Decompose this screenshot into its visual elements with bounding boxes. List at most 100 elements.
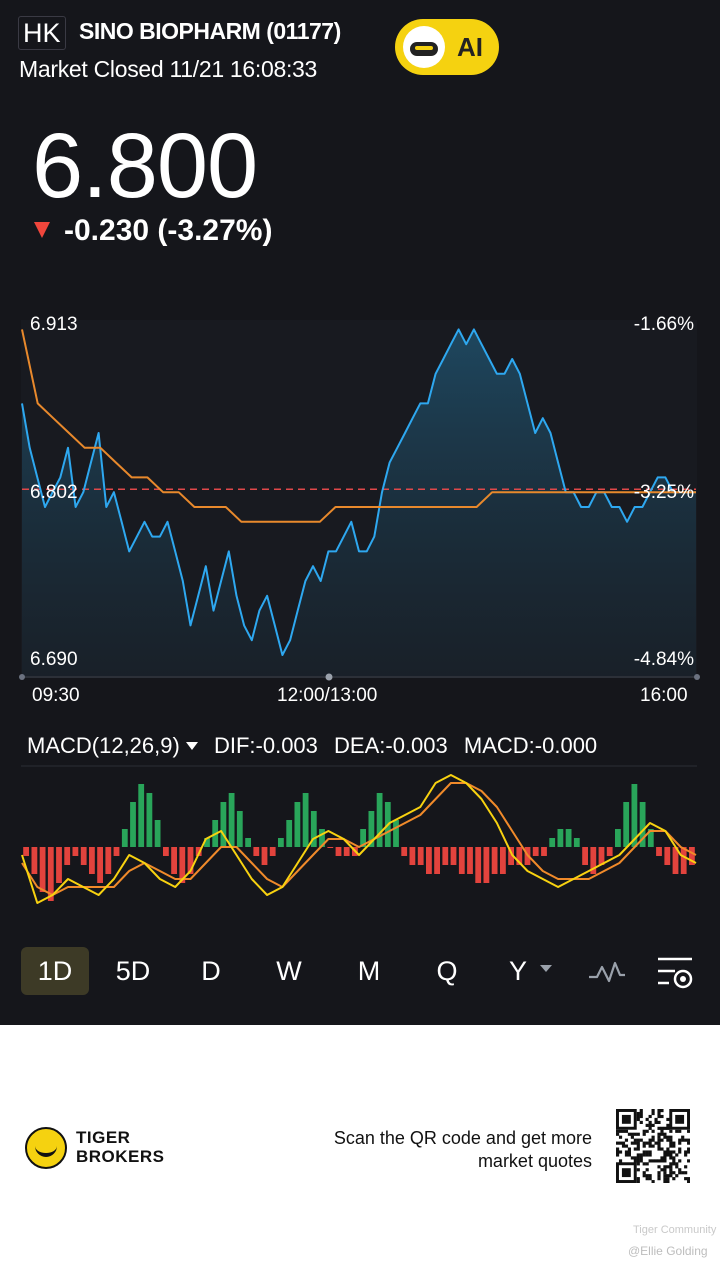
qr-module <box>666 1117 670 1122</box>
qr-module <box>687 1159 690 1163</box>
qr-module <box>633 1141 637 1145</box>
qr-module <box>669 1174 673 1178</box>
tab-d[interactable]: D <box>201 956 221 986</box>
qr-module <box>678 1129 682 1133</box>
qr-module <box>663 1180 667 1183</box>
tab-m[interactable]: M <box>357 956 381 986</box>
macd-histogram-bar <box>590 847 597 874</box>
qr-module <box>636 1138 640 1142</box>
macd-chart[interactable] <box>0 765 720 925</box>
qr-module <box>642 1171 646 1175</box>
qr-module <box>642 1153 646 1157</box>
qr-module <box>642 1141 646 1145</box>
qr-module <box>621 1144 626 1148</box>
macd-legend[interactable]: MACD(12,26,9) DIF:-0.003 DEA:-0.003 MACD… <box>27 733 607 759</box>
x-axis-dot-end <box>694 674 700 680</box>
macd-histogram-bar <box>138 784 145 847</box>
qr-module <box>684 1165 688 1169</box>
qr-module <box>636 1114 640 1119</box>
tab-q[interactable]: Q <box>436 956 458 986</box>
macd-histogram-bar <box>236 811 243 847</box>
qr-module <box>648 1120 652 1124</box>
y-tick-right-bottom: -4.84% <box>633 649 694 670</box>
qr-module <box>636 1162 640 1166</box>
tab-y-dropdown-icon[interactable] <box>540 965 554 975</box>
ai-assistant-button[interactable]: AI <box>395 19 499 75</box>
pulse-icon[interactable] <box>587 957 627 987</box>
intraday-chart[interactable] <box>0 280 720 700</box>
macd-dea: DEA:-0.003 <box>334 733 448 758</box>
qr-module <box>678 1138 682 1142</box>
qr-module <box>663 1135 667 1139</box>
qr-module <box>669 1171 673 1175</box>
tab-1d[interactable]: 1D <box>21 947 89 995</box>
macd-histogram-bar <box>573 838 580 847</box>
qr-module <box>648 1177 652 1181</box>
qr-code[interactable] <box>616 1109 690 1183</box>
qr-module <box>678 1147 682 1151</box>
qr-module <box>654 1159 658 1163</box>
qr-module <box>663 1150 667 1154</box>
qr-module <box>684 1153 688 1157</box>
tab-y[interactable]: Y <box>508 956 527 986</box>
average-price-line <box>21 329 696 523</box>
x-tick-open: 09:30 <box>32 685 80 706</box>
stock-name[interactable]: SINO BIOPHARM (01177) <box>79 18 341 44</box>
x-tick-close: 16:00 <box>640 685 688 706</box>
brand-line-1: TIGER <box>76 1128 131 1147</box>
macd-histogram-bar <box>64 847 71 865</box>
qr-module <box>639 1159 643 1163</box>
scan-prompt: Scan the QR code and get more market quo… <box>334 1127 592 1173</box>
macd-histogram-bar <box>500 847 506 874</box>
qr-module <box>663 1156 667 1160</box>
qr-module <box>663 1174 667 1178</box>
qr-module <box>648 1159 652 1163</box>
qr-module <box>687 1129 690 1133</box>
qr-module <box>624 1129 629 1133</box>
qr-module <box>675 1129 679 1133</box>
qr-module <box>639 1156 643 1160</box>
macd-histogram-bar <box>319 829 325 847</box>
qr-module <box>651 1109 655 1113</box>
macd-label[interactable]: MACD(12,26,9) <box>27 733 180 758</box>
qr-module <box>657 1141 661 1145</box>
tiger-brokers-logo-icon <box>25 1127 67 1169</box>
chart-settings-icon[interactable] <box>655 955 695 991</box>
price-line <box>21 328 696 656</box>
macd-histogram-bar <box>689 847 695 865</box>
macd-histogram-bar <box>220 802 227 847</box>
qr-module <box>666 1150 670 1154</box>
scan-line-2: market quotes <box>477 1151 592 1171</box>
qr-module <box>684 1150 688 1154</box>
qr-module <box>666 1123 670 1127</box>
qr-module <box>669 1162 673 1166</box>
tab-w[interactable]: W <box>276 956 302 986</box>
qr-module <box>636 1117 640 1122</box>
macd-histogram-bar <box>130 802 136 847</box>
tab-5d[interactable]: 5D <box>115 956 151 986</box>
qr-module <box>639 1111 643 1116</box>
qr-module <box>654 1141 658 1145</box>
qr-module <box>663 1159 667 1163</box>
qr-module <box>633 1156 637 1160</box>
qr-module <box>684 1177 688 1181</box>
qr-module <box>672 1162 676 1166</box>
macd-histogram-bar <box>409 847 416 865</box>
qr-module <box>666 1177 670 1181</box>
qr-module <box>621 1129 626 1133</box>
macd-histogram-bar <box>286 820 293 847</box>
dropdown-triangle-icon[interactable] <box>185 741 198 750</box>
last-price: 6.800 <box>32 115 258 217</box>
qr-module <box>657 1114 661 1119</box>
qr-module <box>669 1138 673 1142</box>
dea-line <box>21 782 697 896</box>
qr-module <box>660 1156 664 1160</box>
macd-histogram-bar <box>154 820 161 847</box>
qr-module <box>687 1150 690 1154</box>
qr-module <box>657 1126 661 1130</box>
macd-histogram-bar <box>47 847 54 901</box>
macd-histogram-bar <box>417 847 424 865</box>
macd-histogram-bar <box>360 829 366 847</box>
macd-histogram-bar <box>327 847 334 848</box>
watermark-user: @Ellie Golding <box>628 1244 708 1258</box>
